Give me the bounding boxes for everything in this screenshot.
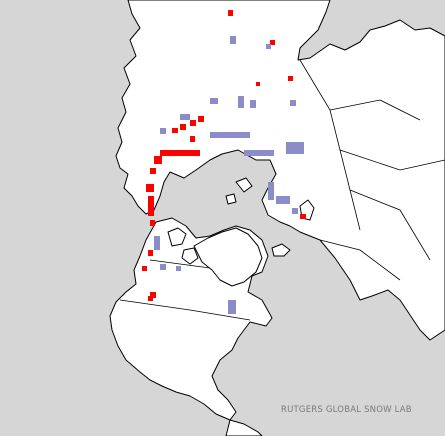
greenland-landmass bbox=[193, 227, 263, 287]
eurasia-landmass bbox=[115, 0, 445, 341]
iceland-landmass bbox=[271, 243, 291, 257]
arctic-islands bbox=[167, 227, 199, 265]
central-america-landmass bbox=[225, 419, 263, 436]
svalbard-islands bbox=[225, 177, 253, 205]
country-borders bbox=[119, 59, 445, 321]
snow-decrease-cells bbox=[154, 36, 304, 314]
snow-increase-cells bbox=[142, 10, 306, 301]
source-credit: RUTGERS GLOBAL SNOW LAB bbox=[281, 405, 412, 415]
